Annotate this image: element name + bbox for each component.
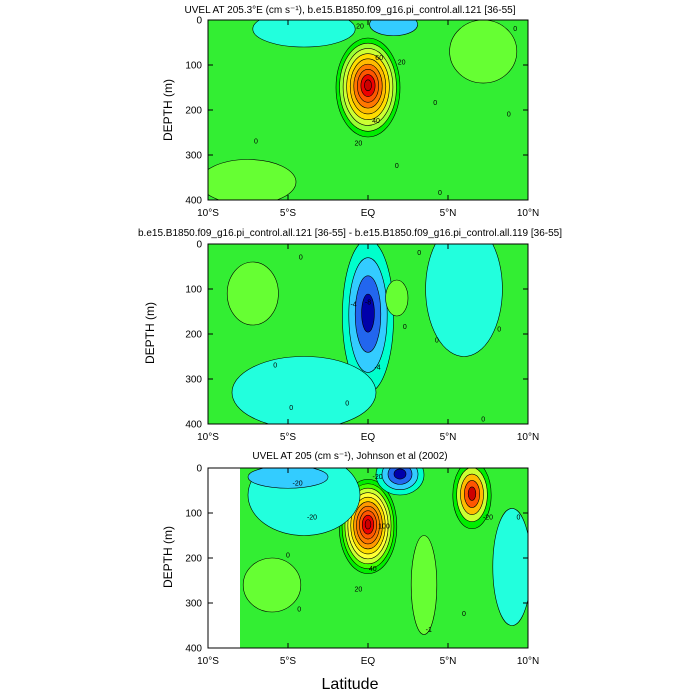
contour-label: 0 bbox=[345, 401, 349, 408]
y-tick-label: 200 bbox=[185, 106, 202, 117]
contour-label: 0 bbox=[435, 338, 439, 345]
y-tick-label: 100 bbox=[185, 509, 202, 520]
x-tick-label: EQ bbox=[361, 208, 376, 219]
contour-label: 20 bbox=[355, 586, 363, 593]
panel-3-field: -20 -20 -20 -20 40 20 100 0 0 0 0 -1 bbox=[208, 468, 528, 648]
contour-label: 0 bbox=[513, 26, 517, 33]
contour-label: -20 bbox=[307, 514, 317, 521]
y-tick-label: 400 bbox=[185, 644, 202, 655]
panel-3-title: UVEL AT 205 (cm s⁻¹), Johnson et al (200… bbox=[252, 451, 448, 462]
x-tick-label: 5°S bbox=[280, 432, 297, 443]
contour-label: 0 bbox=[273, 362, 277, 369]
x-axis-label: Latitude bbox=[321, 676, 379, 693]
contour-level-3-4 bbox=[393, 468, 407, 480]
contour-label: 0 bbox=[289, 405, 293, 412]
y-tick-label: 200 bbox=[185, 554, 202, 565]
x-tick-label: 10°S bbox=[197, 432, 219, 443]
x-tick-label: 5°S bbox=[280, 656, 297, 667]
contour-label: -8 bbox=[365, 299, 371, 306]
panel-2-ylabel: DEPTH (m) bbox=[143, 302, 157, 364]
contour-label: -1 bbox=[426, 627, 432, 634]
panel-1-ylabel: DEPTH (m) bbox=[161, 79, 175, 141]
contour-region-2 bbox=[449, 20, 518, 84]
contour-level-1-10 bbox=[364, 519, 372, 530]
y-tick-label: 0 bbox=[196, 240, 202, 251]
x-tick-label: 5°S bbox=[280, 208, 297, 219]
contour-label: 20 bbox=[398, 60, 406, 67]
contour-label: 20 bbox=[355, 141, 363, 148]
x-tick-label: 10°S bbox=[197, 208, 219, 219]
x-tick-label: 10°S bbox=[197, 656, 219, 667]
y-tick-label: 100 bbox=[185, 61, 202, 72]
contour-region-8 bbox=[242, 557, 302, 613]
x-tick-label: 10°N bbox=[517, 432, 539, 443]
contour-label: -4 bbox=[374, 365, 380, 372]
contour-level-1-9 bbox=[364, 79, 372, 92]
contour-label: -4 bbox=[350, 302, 356, 309]
contour-label: 100 bbox=[378, 523, 390, 530]
y-tick-label: 200 bbox=[185, 330, 202, 341]
contour-region-5 bbox=[247, 468, 329, 489]
contour-label: 0 bbox=[403, 324, 407, 331]
contour-label: -20 bbox=[373, 474, 383, 481]
contour-label: 0 bbox=[299, 254, 303, 261]
x-tick-label: 5°N bbox=[440, 208, 457, 219]
panel-2-title: b.e15.B1850.f09_g16.pi_control.all.121 [… bbox=[137, 228, 563, 239]
contour-region-7 bbox=[410, 535, 438, 635]
contour-label: 0 bbox=[254, 138, 258, 145]
y-tick-label: 100 bbox=[185, 285, 202, 296]
panel-1-field: 20 60 20 40 20 0 0 0 0 0 0 bbox=[208, 20, 528, 200]
y-tick-label: 300 bbox=[185, 375, 202, 386]
contour-label: 0 bbox=[433, 100, 437, 107]
contour-label: 0 bbox=[286, 553, 290, 560]
contour-region-5 bbox=[208, 159, 297, 200]
contour-label: -20 bbox=[293, 481, 303, 488]
contour-label: 40 bbox=[369, 566, 377, 573]
x-tick-label: 10°N bbox=[517, 656, 539, 667]
contour-region-4 bbox=[247, 468, 361, 536]
contour-region-6 bbox=[492, 508, 528, 626]
x-tick-label: EQ bbox=[361, 432, 376, 443]
y-tick-label: 300 bbox=[185, 151, 202, 162]
contour-label: 0 bbox=[462, 611, 466, 618]
contour-label: 0 bbox=[438, 190, 442, 197]
panel-1-title: UVEL AT 205.3°E (cm s⁻¹), b.e15.B1850.f0… bbox=[184, 5, 516, 16]
contour-label: 0 bbox=[395, 163, 399, 170]
panel-3-ylabel: DEPTH (m) bbox=[161, 526, 175, 588]
x-tick-label: 5°N bbox=[440, 656, 457, 667]
y-tick-label: 300 bbox=[185, 599, 202, 610]
contour-label: 0 bbox=[417, 250, 421, 257]
y-tick-label: 400 bbox=[185, 196, 202, 207]
contour-region-3 bbox=[252, 20, 356, 48]
contour-region-4 bbox=[369, 20, 418, 37]
contour-label: 0 bbox=[297, 607, 301, 614]
panel-2-field: -8 -4 -4 0 0 0 0 0 0 0 0 0 bbox=[208, 244, 528, 424]
contour-region-2 bbox=[226, 261, 279, 326]
contour-level-2-5 bbox=[467, 486, 477, 501]
x-tick-label: 5°N bbox=[440, 432, 457, 443]
contour-label: -20 bbox=[483, 514, 493, 521]
contour-label: 0 bbox=[481, 416, 485, 423]
contour-region-3 bbox=[385, 279, 409, 317]
contour-label: 20 bbox=[356, 24, 364, 31]
x-tick-label: 10°N bbox=[517, 208, 539, 219]
contour-label: 0 bbox=[497, 326, 501, 333]
contour-label: 0 bbox=[507, 111, 511, 118]
contour-label: 0 bbox=[516, 514, 520, 521]
x-tick-label: EQ bbox=[361, 656, 376, 667]
y-tick-label: 400 bbox=[185, 420, 202, 431]
contour-region-4 bbox=[425, 244, 503, 357]
contour-level-1-4 bbox=[361, 293, 375, 333]
contour-label: 40 bbox=[372, 118, 380, 125]
y-tick-label: 0 bbox=[196, 464, 202, 475]
contour-region-5 bbox=[231, 356, 377, 424]
contour-label: 60 bbox=[375, 55, 383, 62]
y-tick-label: 0 bbox=[196, 16, 202, 27]
